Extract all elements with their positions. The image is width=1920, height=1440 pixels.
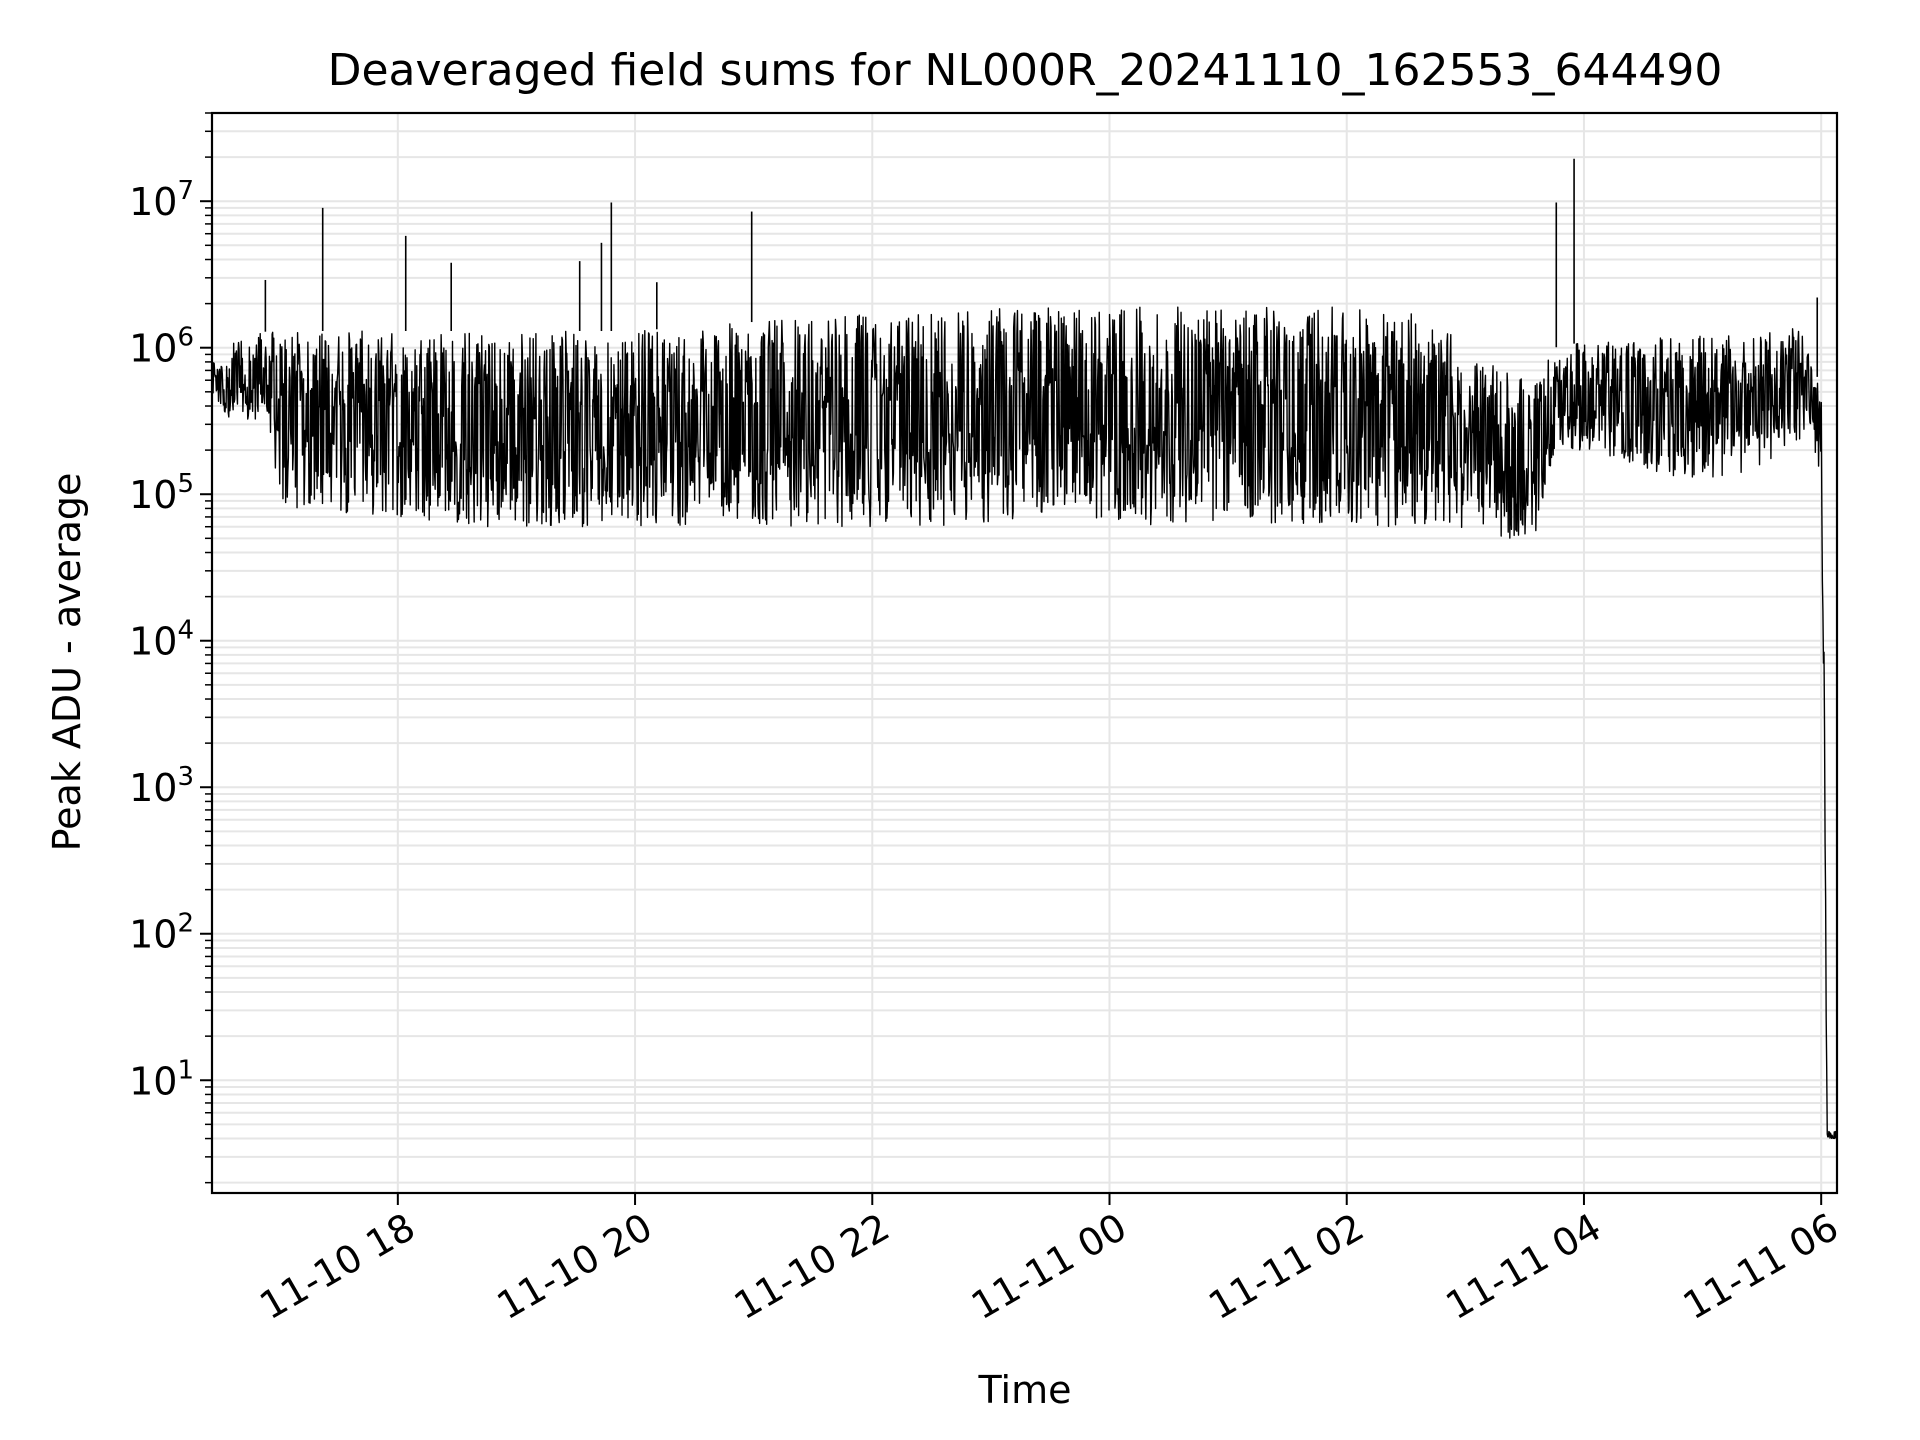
y-tick-exponent: 1: [177, 1055, 194, 1085]
chart-title: Deaveraged field sums for NL000R_2024111…: [328, 45, 1723, 96]
x-axis-label: Time: [978, 1368, 1072, 1412]
y-tick-label: 102: [129, 909, 194, 957]
y-tick-base: 10: [129, 1059, 177, 1103]
y-tick-label: 104: [129, 616, 194, 664]
y-tick-base: 10: [129, 620, 177, 664]
y-tick-base: 10: [129, 766, 177, 810]
y-axis-label: Peak ADU - average: [45, 473, 89, 852]
y-tick-exponent: 4: [177, 616, 194, 646]
y-tick-label: 107: [129, 176, 194, 224]
y-tick-label: 101: [129, 1055, 194, 1103]
y-tick-exponent: 6: [177, 323, 194, 353]
y-tick-base: 10: [129, 180, 177, 224]
y-tick-base: 10: [129, 327, 177, 371]
y-tick-exponent: 7: [177, 176, 194, 206]
y-tick-exponent: 3: [177, 762, 194, 792]
y-tick-base: 10: [129, 473, 177, 517]
series-group: [212, 158, 1837, 1140]
y-tick-exponent: 2: [177, 909, 194, 939]
plot-frame: [210, 111, 1839, 1195]
series-layer: [212, 158, 1837, 1140]
y-tick-label: 105: [129, 469, 194, 517]
y-tick-label: 103: [129, 762, 194, 810]
y-tick-base: 10: [129, 913, 177, 957]
y-tick-label: 106: [129, 323, 194, 371]
series-line: [212, 306, 1837, 1140]
y-tick-exponent: 5: [177, 469, 194, 499]
grid: [212, 112, 1837, 1193]
